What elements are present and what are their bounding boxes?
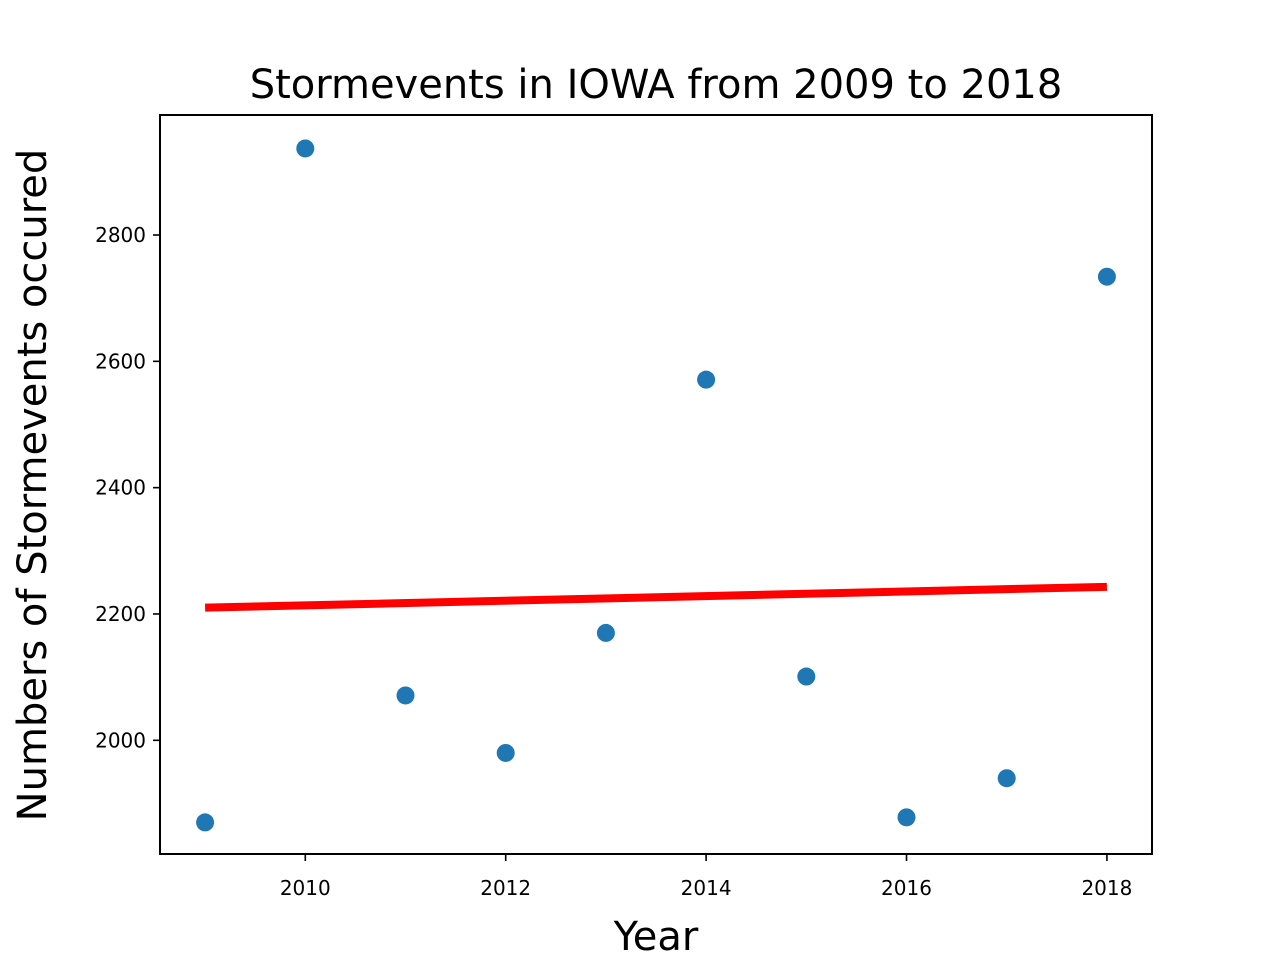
x-tick-label-2010: 2010 bbox=[280, 876, 331, 900]
trend-line bbox=[204, 582, 1108, 612]
y-tick-label-2000: 2000 bbox=[95, 728, 146, 752]
y-tick-label-2600: 2600 bbox=[95, 349, 146, 373]
y-tick-label-2200: 2200 bbox=[95, 602, 146, 626]
y-tick-label-2400: 2400 bbox=[95, 476, 146, 500]
data-point-2009 bbox=[196, 813, 215, 832]
data-point-2018 bbox=[1097, 267, 1116, 286]
data-point-2011 bbox=[396, 686, 415, 705]
x-tick-label-2016: 2016 bbox=[881, 876, 932, 900]
plot-area: 2010 2012 2014 2016 2018 2000 2200 2400 2600 2800 bbox=[95, 114, 1153, 900]
axes-frame bbox=[159, 114, 1153, 855]
x-tick-label-2018: 2018 bbox=[1081, 876, 1132, 900]
chart-title: Stormevents in IOWA from 2009 to 2018 bbox=[250, 62, 1063, 108]
y-tick-label-2800: 2800 bbox=[95, 223, 146, 247]
data-point-2015 bbox=[797, 667, 816, 686]
data-point-2016 bbox=[897, 808, 916, 827]
x-axis-title: Year bbox=[613, 914, 699, 960]
x-tick-label-2012: 2012 bbox=[480, 876, 531, 900]
data-point-2014 bbox=[697, 370, 716, 389]
data-point-2013 bbox=[596, 623, 615, 642]
x-tick-label-2014: 2014 bbox=[681, 876, 732, 900]
data-point-2017 bbox=[997, 769, 1016, 788]
data-point-2012 bbox=[496, 743, 515, 762]
y-axis-title: Numbers of Stormevents occured bbox=[10, 149, 56, 822]
data-point-2010 bbox=[296, 139, 315, 158]
